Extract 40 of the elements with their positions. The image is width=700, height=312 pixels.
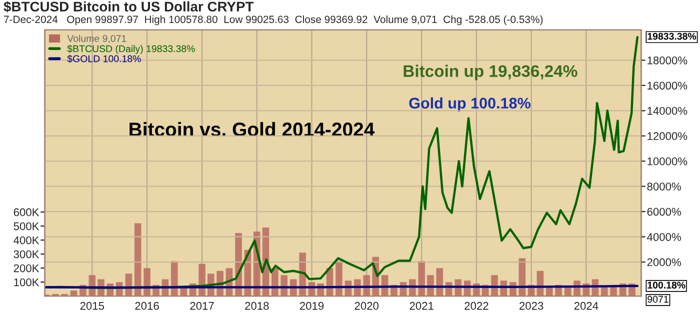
y2-tick-label: 10000% [648,157,688,166]
y-tick-label: 500K [14,222,40,230]
y-tick-label: 400K [14,236,40,244]
bar [134,223,142,296]
chart-subtitle: 7-Dec-2024 Open 99897.97 High 100578.80 Low 99025.63 Close 99369.92 Volume 9,071 Chg -528.05 (-0.53%) [4,15,543,26]
bar [564,288,572,296]
y-tick-label: 600K [14,208,40,216]
x-tick-label: 2021 [410,302,434,310]
text: 9071 [648,296,668,303]
annotation: Bitcoin up 19,836,24% [404,64,578,80]
legend-label: $BTCUSD (Daily) 19833.38% [67,44,195,54]
x-tick-label: 2017 [190,302,214,310]
x-tick-label: 2016 [135,302,159,310]
y2-tick-label: 14000% [648,106,688,115]
y-tick-label: 100K [14,278,40,286]
annotation: Gold up 100.18% [409,97,530,112]
y2-tick-label: 12000% [648,132,688,140]
y2-tick-label: 16000% [648,82,688,90]
y2-tick-label: 4000% [647,233,681,241]
x-tick-label: 2019 [300,302,324,310]
y2-tick-label: 8000% [647,182,681,190]
legend-label: $GOLD 100.18% [67,54,141,63]
x-tick-label: 2018 [245,302,269,310]
x-tick-label: 2020 [354,302,379,310]
text: 19833.38% [648,32,696,40]
text: 100.18% [648,282,686,289]
y2-tick-label: 18000% [648,56,688,64]
x-tick-label: 2023 [520,302,544,310]
bar [418,261,425,296]
y2-tick-label: 6000% [647,208,681,216]
chart-title: $BTCUSD Bitcoin to US Dollar CRYPT [4,1,254,12]
x-tick-label: 2015 [80,302,104,310]
legend-label: Volume 9,071 [67,34,126,44]
x-tick-label: 2024 [574,302,598,310]
x-tick-label: 2022 [464,302,488,310]
bar [336,261,342,296]
y-tick-label: 300K [14,250,40,258]
y2-tick-label: 2000% [647,258,681,266]
bar [144,268,150,296]
y-tick-label: 200K [14,264,40,272]
